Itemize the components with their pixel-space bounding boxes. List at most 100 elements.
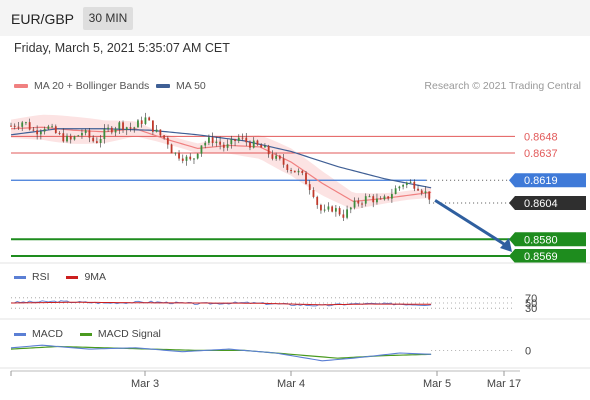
candle-body: [226, 144, 229, 148]
candle-body: [379, 198, 382, 200]
level-label-0.8637: 0.8637: [524, 148, 558, 160]
macd-swatch: [14, 332, 26, 336]
candle-body: [129, 127, 132, 129]
legend-ma50: MA 50: [156, 80, 206, 92]
candle-body: [249, 142, 251, 148]
candle-body: [267, 145, 270, 155]
candle-body: [47, 126, 50, 129]
ma50-label: MA 50: [176, 80, 206, 92]
time-tick-label: Mar 3: [131, 378, 159, 390]
candle-body: [405, 182, 408, 185]
candle-body: [372, 196, 375, 203]
candle-body: [193, 158, 195, 160]
rsi-label: RSI: [32, 271, 50, 283]
candle-body: [110, 127, 113, 133]
candle-body: [256, 140, 259, 145]
candle-body: [241, 137, 244, 139]
candle-body: [170, 144, 173, 154]
level-label-0.8604: 0.8604: [524, 198, 558, 210]
candle-body: [271, 154, 274, 159]
legend-ma20: MA 20 + Bollinger Bands: [14, 80, 149, 92]
candle-body: [413, 181, 416, 189]
rsi-swatch: [14, 275, 26, 279]
rsi-legend: RSI 9MA: [14, 271, 106, 283]
candle-body: [297, 170, 300, 173]
candle-body: [84, 130, 87, 134]
rsi-ma-swatch: [66, 275, 79, 279]
macd-line: [10, 344, 432, 362]
chart-header: EUR/GBP 30 MIN: [0, 0, 590, 36]
macd-signal-label: MACD Signal: [97, 328, 161, 340]
candle-body: [39, 131, 42, 135]
candle-body: [62, 133, 65, 142]
candlesticks: [10, 112, 431, 222]
candle-body: [230, 139, 233, 145]
ma20-swatch: [14, 84, 28, 89]
candle-body: [234, 139, 236, 142]
candle-body: [174, 152, 177, 154]
level-tag-0.8619: [509, 173, 586, 188]
candle-body: [338, 208, 341, 215]
candle-body: [17, 126, 20, 128]
candle-body: [222, 144, 225, 148]
candle-body: [133, 127, 136, 129]
candle-body: [312, 190, 315, 197]
candle-body: [81, 133, 83, 136]
candle-body: [219, 141, 222, 145]
candle-body: [137, 120, 139, 128]
pair-title: EUR/GBP: [11, 11, 75, 27]
candle-body: [189, 156, 192, 160]
candle-body: [424, 191, 427, 194]
candle-body: [342, 214, 345, 218]
candle-body: [51, 126, 53, 128]
candle-body: [346, 209, 348, 218]
candle-body: [88, 130, 91, 138]
candle-body: [25, 122, 27, 124]
candle-body: [387, 196, 390, 199]
candle-body: [323, 209, 326, 211]
ma20-label: MA 20 + Bollinger Bands: [34, 80, 150, 92]
candle-body: [417, 188, 419, 191]
candle-body: [290, 169, 292, 171]
macd-tick-0: 0: [525, 345, 531, 357]
datetime-label: Friday, March 5, 2021 5:35:07 AM CET: [14, 41, 230, 55]
forecast-arrow-shaft: [434, 199, 508, 248]
candle-body: [245, 137, 248, 143]
level-label-0.8580: 0.8580: [524, 234, 558, 246]
candle-body: [320, 204, 322, 211]
candle-body: [357, 200, 360, 204]
candle-body: [114, 128, 117, 133]
candle-body: [211, 137, 214, 144]
candle-body: [394, 188, 397, 195]
candle-body: [99, 139, 102, 143]
timeframe-button[interactable]: 30 MIN: [83, 7, 133, 30]
macd-label: MACD: [32, 328, 63, 340]
candle-body: [95, 141, 98, 143]
candle-body: [122, 122, 124, 130]
macd-panel: 0: [10, 344, 531, 362]
candle-body: [376, 198, 378, 203]
candle-body: [278, 155, 281, 159]
candle-body: [77, 135, 80, 137]
candle-body: [327, 206, 330, 210]
candle-body: [293, 170, 296, 173]
candle-body: [107, 127, 109, 130]
candle-body: [215, 141, 218, 144]
candle-body: [36, 130, 39, 135]
candle-body: [331, 206, 334, 212]
macd-legend: MACD MACD Signal: [14, 328, 161, 340]
candle-body: [204, 142, 207, 146]
candle-body: [32, 129, 35, 131]
candle-body: [92, 137, 95, 142]
candle-body: [252, 140, 255, 148]
candle-body: [196, 153, 199, 159]
candle-body: [159, 129, 162, 136]
candle-body: [390, 194, 393, 199]
candle-body: [21, 122, 24, 127]
rsi-ma-line: [10, 301, 432, 306]
candle-body: [301, 170, 304, 174]
candle-body: [103, 129, 106, 140]
key-levels: 0.8648 0.8637 0.8619 0.8604 0.8580 0.8569: [11, 131, 586, 263]
